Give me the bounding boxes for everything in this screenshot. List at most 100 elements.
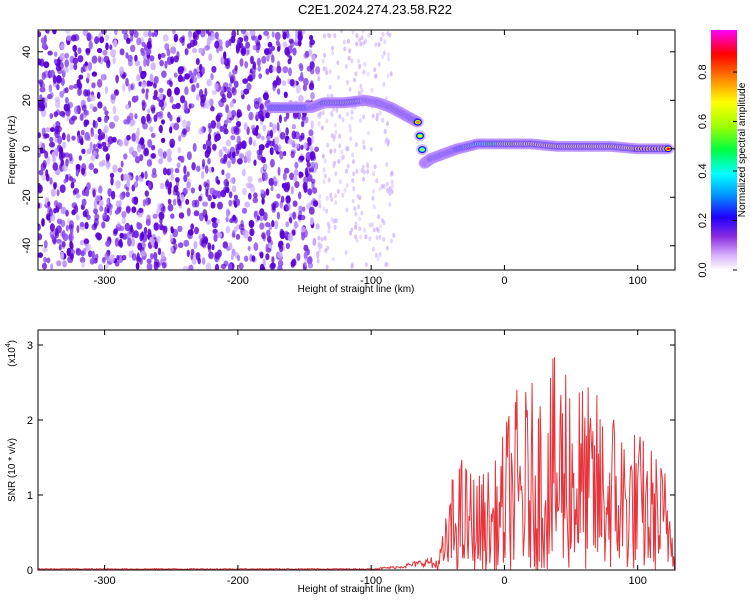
noise-speck (284, 47, 290, 56)
noise-speck (166, 48, 171, 57)
noise-speck (230, 135, 236, 141)
noise-speck (60, 43, 65, 50)
noise-speck (107, 188, 112, 197)
noise-speck-faded (341, 192, 345, 198)
noise-speck (315, 223, 320, 230)
noise-speck (121, 216, 126, 225)
noise-speck (205, 262, 212, 270)
noise-speck-faded (357, 204, 361, 210)
noise-speck (214, 31, 219, 40)
noise-speck-faded (343, 46, 347, 52)
noise-speck-faded (366, 71, 370, 77)
noise-speck-faded (371, 246, 375, 252)
noise-speck (101, 30, 107, 35)
noise-speck (173, 122, 180, 131)
noise-speck (159, 225, 166, 231)
noise-speck (231, 232, 236, 238)
noise-speck-faded (348, 87, 352, 92)
noise-speck (127, 237, 132, 247)
noise-speck (122, 83, 126, 92)
noise-speck (207, 242, 212, 250)
noise-speck (51, 151, 56, 159)
noise-speck-faded (389, 71, 393, 77)
noise-speck-faded (354, 142, 358, 148)
noise-speck-faded (320, 236, 324, 242)
noise-speck (206, 145, 212, 155)
noise-speck (119, 232, 124, 239)
noise-speck (148, 37, 152, 45)
noise-speck (252, 140, 257, 147)
noise-speck (166, 148, 172, 158)
noise-speck (302, 206, 306, 212)
noise-speck (245, 49, 250, 56)
noise-speck (123, 33, 129, 41)
noise-speck (104, 206, 108, 215)
noise-speck (125, 205, 131, 214)
noise-speck-faded (350, 58, 354, 64)
noise-speck (273, 181, 278, 187)
noise-speck (200, 94, 206, 103)
noise-speck (212, 228, 218, 235)
noise-speck (308, 255, 313, 263)
noise-speck (211, 65, 217, 73)
noise-speck (316, 251, 320, 259)
noise-speck (285, 195, 291, 204)
noise-speck (40, 102, 45, 112)
noise-speck (159, 218, 163, 224)
noise-speck (244, 60, 249, 69)
noise-speck (283, 116, 287, 122)
noise-speck (173, 185, 179, 193)
noise-speck-faded (372, 227, 376, 233)
noise-speck (153, 75, 159, 85)
noise-speck (143, 58, 147, 67)
noise-speck (271, 65, 277, 73)
heatmap-y-axis: -40 -20 0 20 40 (21, 46, 675, 254)
noise-speck (303, 52, 310, 59)
noise-speck (172, 228, 179, 238)
noise-speck (213, 233, 218, 242)
noise-speck (137, 242, 143, 251)
noise-speck (123, 153, 128, 160)
noise-speck-faded (366, 164, 370, 169)
noise-speck-faded (357, 58, 361, 64)
noise-speck (101, 221, 106, 229)
track-core (416, 120, 420, 124)
noise-speck (73, 205, 79, 214)
noise-speck-faded (390, 238, 393, 244)
colorbar-gradient (711, 30, 737, 270)
noise-speck (269, 122, 273, 128)
noise-speck-faded (331, 256, 335, 262)
noise-speck (219, 125, 224, 132)
noise-speck (306, 65, 313, 72)
noise-speck (271, 256, 275, 264)
noise-speck (294, 181, 300, 188)
noise-speck (298, 63, 304, 69)
noise-speck (207, 133, 212, 142)
noise-speck-faded (373, 164, 377, 170)
noise-speck (253, 242, 259, 252)
noise-speck (171, 104, 177, 110)
noise-speck (276, 45, 281, 52)
noise-speck (258, 73, 263, 79)
noise-speck (123, 173, 128, 181)
noise-speck (186, 120, 191, 127)
noise-speck-faded (364, 38, 367, 44)
noise-speck (142, 70, 147, 78)
noise-speck (169, 126, 173, 134)
noise-speck-faded (362, 69, 366, 75)
noise-speck (261, 55, 267, 64)
noise-speck (141, 88, 145, 94)
noise-speck (301, 120, 305, 128)
noise-speck-faded (385, 245, 389, 251)
noise-speck-faded (318, 203, 322, 209)
noise-speck (235, 233, 241, 240)
noise-speck (68, 117, 75, 125)
noise-speck (282, 41, 288, 48)
noise-speck (146, 159, 153, 167)
noise-speck-faded (358, 226, 362, 232)
noise-speck (208, 125, 212, 134)
noise-speck (149, 236, 153, 243)
noise-speck (198, 184, 202, 192)
noise-speck (225, 148, 230, 154)
noise-speck-faded (321, 110, 325, 116)
